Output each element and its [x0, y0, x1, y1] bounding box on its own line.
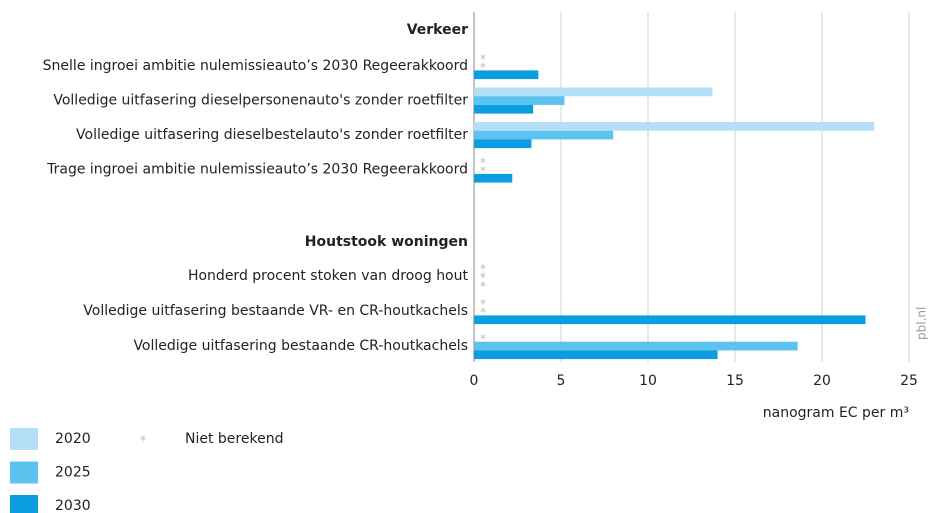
- y-tick-label: Honderd procent stoken van droog hout: [188, 268, 469, 284]
- x-tick-label: 0: [470, 373, 479, 389]
- bar: [474, 315, 866, 325]
- bar: [474, 130, 614, 140]
- missing-marker: *: [480, 164, 486, 178]
- bar: [474, 104, 534, 114]
- legend-missing-label: Niet berekend: [185, 431, 283, 447]
- missing-marker: *: [480, 262, 486, 276]
- missing-marker: *: [480, 271, 486, 285]
- missing-marker: *: [480, 155, 486, 169]
- x-tick-label: 5: [557, 373, 566, 389]
- bar: [474, 87, 713, 97]
- legend-label: 2020: [55, 431, 91, 447]
- bar: [474, 96, 565, 105]
- x-axis-label: nanogram EC per m³: [763, 405, 909, 421]
- y-tick-label: Volledige uitfasering bestaande CR-houtk…: [133, 338, 468, 354]
- bar: [474, 341, 798, 351]
- legend-swatch: [10, 495, 38, 513]
- y-tick-label: Volledige uitfasering bestaande VR- en C…: [83, 303, 468, 319]
- missing-marker: *: [480, 52, 486, 66]
- y-tick-label: Trage ingroei ambitie nulemissieauto’s 2…: [46, 162, 468, 178]
- bar: [474, 70, 539, 80]
- x-tick-label: 15: [726, 373, 744, 389]
- legend-label: 2025: [55, 465, 91, 481]
- missing-marker: *: [480, 332, 486, 346]
- missing-marker: *: [480, 279, 486, 293]
- source: pbl.nl: [915, 307, 929, 340]
- group-header: Verkeer: [407, 22, 468, 38]
- y-tick-label: Volledige uitfasering dieselbestelauto's…: [76, 127, 468, 143]
- legend-swatch: [10, 461, 38, 484]
- legend-label: 2030: [55, 498, 91, 513]
- legend-missing-marker: *: [140, 434, 146, 448]
- group-header: Houtstook woningen: [305, 234, 468, 250]
- x-tick-label: 20: [813, 373, 831, 389]
- bar: [474, 122, 875, 131]
- bar: [474, 173, 513, 183]
- missing-marker: *: [480, 61, 486, 75]
- x-tick-label: 25: [900, 373, 918, 389]
- missing-marker: *: [480, 297, 486, 311]
- y-tick-label: Snelle ingroei ambitie nulemissieauto’s …: [43, 58, 468, 74]
- bar: [474, 139, 532, 149]
- legend-swatch: [10, 428, 38, 450]
- y-tick-label: Volledige uitfasering dieselpersonenauto…: [53, 93, 468, 109]
- missing-marker: *: [480, 306, 486, 320]
- bar: [474, 350, 718, 360]
- x-tick-label: 10: [639, 373, 657, 389]
